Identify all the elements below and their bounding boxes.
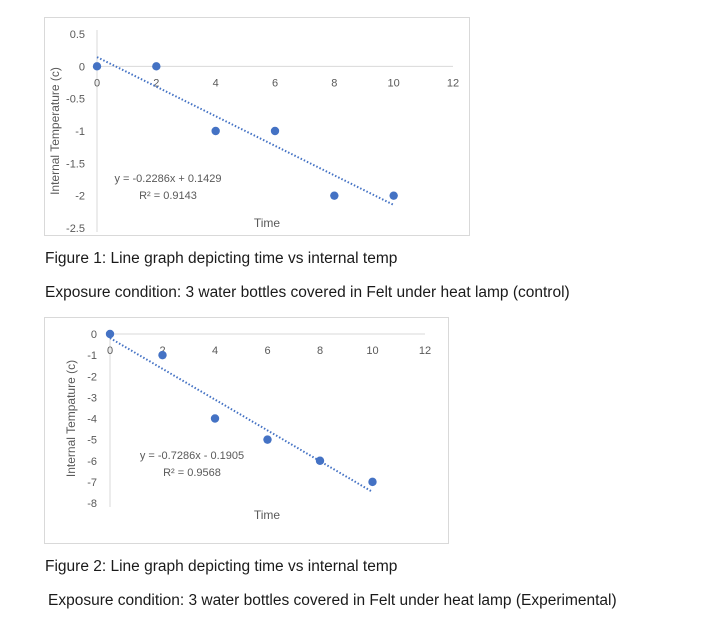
y-tick-label: 0 bbox=[79, 61, 85, 73]
y-tick-label: 0.5 bbox=[70, 29, 85, 41]
data-point bbox=[368, 477, 377, 487]
x-tick-label: 10 bbox=[388, 77, 400, 89]
y-tick-label: -2 bbox=[87, 371, 97, 383]
trendline-equation: y = -0.7286x - 0.1905 bbox=[140, 450, 244, 462]
y-tick-label: 0 bbox=[91, 329, 97, 341]
chart-1: 0.5 0 -0.5 -1 -1.5 -2 -2.5 0 2 4 6 8 10 12 Internal Te… bbox=[44, 17, 470, 236]
y-tick-label: -3 bbox=[87, 392, 97, 404]
chart-1-svg: 0.5 0 -0.5 -1 -1.5 -2 -2.5 0 2 4 6 8 10 12 Internal Te… bbox=[48, 29, 459, 235]
trendline bbox=[96, 56, 395, 206]
y-axis-title: Internal Temperature (c) bbox=[48, 67, 62, 195]
x-tick-label: 0 bbox=[94, 77, 100, 89]
x-axis-title: Time bbox=[254, 508, 281, 522]
data-point bbox=[211, 126, 220, 136]
y-tick-label: -1.5 bbox=[66, 158, 85, 170]
x-tick-label: 4 bbox=[213, 77, 219, 89]
exposure-condition-1: Exposure condition: 3 water bottles cove… bbox=[45, 284, 570, 301]
figure-1-caption: Figure 1: Line graph depicting time vs i… bbox=[45, 250, 398, 267]
y-tick-label: -4 bbox=[87, 414, 97, 426]
y-tick-label: -2.5 bbox=[66, 223, 85, 235]
y-tick-label: -0.5 bbox=[66, 94, 85, 106]
y-axis-title: Internal Tempature (c) bbox=[64, 360, 78, 477]
x-tick-label: 12 bbox=[419, 345, 431, 357]
y-tick-label: -8 bbox=[87, 498, 97, 510]
data-point bbox=[270, 126, 280, 136]
x-tick-label: 0 bbox=[107, 345, 113, 357]
r-squared-label: R² = 0.9143 bbox=[139, 190, 197, 202]
x-tick-label: 8 bbox=[331, 77, 337, 89]
chart-2: 0-1-2-3-4-5-6-7-8024681012Internal Tempa… bbox=[44, 317, 449, 544]
data-point bbox=[152, 62, 161, 71]
y-tick-label: -6 bbox=[87, 456, 97, 468]
r-squared-label: R² = 0.9568 bbox=[163, 467, 221, 479]
x-tick-label: 4 bbox=[212, 345, 218, 357]
x-tick-label: 10 bbox=[366, 345, 378, 357]
data-point bbox=[389, 191, 398, 200]
exposure-condition-2: Exposure condition: 3 water bottles cove… bbox=[48, 592, 617, 609]
data-point bbox=[210, 414, 220, 423]
data-point bbox=[158, 350, 167, 360]
data-point bbox=[315, 456, 325, 465]
x-tick-label: 2 bbox=[153, 77, 159, 89]
data-point bbox=[263, 435, 272, 444]
data-point bbox=[330, 191, 339, 200]
x-tick-label: 6 bbox=[264, 345, 270, 357]
y-tick-label: -1 bbox=[75, 126, 85, 138]
trendline bbox=[109, 337, 374, 493]
data-point bbox=[105, 329, 115, 339]
y-tick-label: -7 bbox=[87, 477, 97, 489]
y-tick-label: -1 bbox=[87, 350, 97, 362]
trendline-equation: y = -0.2286x + 0.1429 bbox=[114, 173, 221, 185]
x-tick-label: 12 bbox=[447, 77, 459, 89]
x-tick-label: 8 bbox=[317, 345, 323, 357]
x-tick-label: 6 bbox=[272, 77, 278, 89]
data-point bbox=[92, 62, 102, 71]
x-axis-title: Time bbox=[254, 216, 281, 230]
chart-2-svg: 0-1-2-3-4-5-6-7-8024681012Internal Tempa… bbox=[64, 329, 431, 522]
figure-2-caption: Figure 2: Line graph depicting time vs i… bbox=[45, 558, 398, 575]
y-tick-label: -2 bbox=[75, 191, 85, 203]
y-tick-label: -5 bbox=[87, 435, 97, 447]
